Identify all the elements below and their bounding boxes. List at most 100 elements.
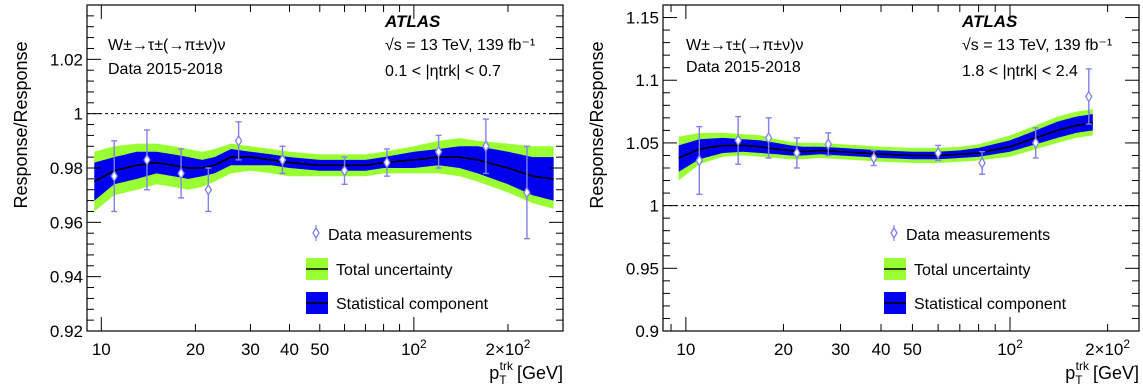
x-tick-label: 50 xyxy=(310,340,329,359)
x-axis-title-left: pTtrk [GeV] xyxy=(489,359,563,387)
diamond-marker xyxy=(978,156,986,170)
legend-data-marker-left xyxy=(312,225,320,241)
x-tick-label: 30 xyxy=(241,340,260,359)
legend-stat-text-left: Statistical component xyxy=(336,296,489,313)
x-tick-label: 10 xyxy=(676,340,695,359)
legend-left: Data measurements Total uncertainty Stat… xyxy=(306,225,489,314)
y-tick-label: 1.02 xyxy=(50,50,83,69)
data-point-right-6 xyxy=(934,144,942,162)
diamond-marker xyxy=(234,134,243,148)
diamond-marker xyxy=(764,131,773,145)
diamond-marker xyxy=(434,145,443,158)
y-tick-label: 0.95 xyxy=(626,259,659,278)
diamond-marker xyxy=(1031,136,1040,150)
legend-right: Data measurements Total uncertainty Stat… xyxy=(884,225,1067,314)
legend-total-text-left: Total uncertainty xyxy=(336,262,453,279)
y-tick-label: 1.05 xyxy=(626,134,659,153)
data-point-right-8 xyxy=(1031,127,1040,159)
y-tick-label: 1.15 xyxy=(626,9,659,28)
y-tick-label: 0.92 xyxy=(50,322,83,341)
atlas-label-right: ATLAS xyxy=(961,12,1018,31)
x-tick-label: 40 xyxy=(280,340,299,359)
x-tick-label: 40 xyxy=(872,340,891,359)
diamond-marker xyxy=(204,183,213,196)
diamond-marker xyxy=(734,134,742,147)
y-tick-label: 0.9 xyxy=(635,322,659,341)
y-tick-label: 1 xyxy=(74,105,83,124)
diamond-marker xyxy=(695,154,704,167)
diamond-marker xyxy=(1085,90,1093,103)
diamond-marker xyxy=(278,153,287,167)
diamond-marker xyxy=(482,140,490,153)
y-tick-label: 0.96 xyxy=(50,213,83,232)
x-tick-label: 102 xyxy=(997,337,1023,359)
diamond-marker xyxy=(523,186,531,199)
diamond-marker xyxy=(793,146,801,160)
x-tick-label: 20 xyxy=(774,340,793,359)
x-tick-label: 20 xyxy=(186,340,205,359)
data-point-right-5 xyxy=(870,149,878,167)
diamond-marker xyxy=(177,167,185,180)
x-tick-label: 10 xyxy=(92,340,111,359)
data-point-right-4 xyxy=(824,132,833,157)
energy-label-left: √s = 13 TeV, 139 fb⁻¹ xyxy=(385,37,535,54)
diamond-marker xyxy=(870,151,878,165)
data-point-right-2 xyxy=(764,117,773,159)
legend-data-text-left: Data measurements xyxy=(328,227,472,244)
data-point-left-4 xyxy=(234,121,243,161)
data-point-left-3 xyxy=(204,167,213,213)
process-label-left: W±→τ±(→π±ν)ν xyxy=(108,37,225,54)
y-tick-label: 0.98 xyxy=(50,159,83,178)
data-point-left-5 xyxy=(278,145,287,175)
legend-stat-swatch-left xyxy=(306,292,328,314)
legend-stat-swatch-right xyxy=(884,292,906,314)
diamond-marker xyxy=(824,137,833,151)
legend-total-swatch-left xyxy=(306,258,328,280)
legend-data-text-right: Data measurements xyxy=(906,227,1050,244)
y-tick-label: 0.94 xyxy=(50,268,83,287)
x-tick-label: 2×102 xyxy=(485,337,530,359)
data-point-left-0 xyxy=(110,140,118,213)
x-tick-label: 102 xyxy=(401,337,427,359)
x-axis-title-right: pTtrk [GeV] xyxy=(1065,359,1139,387)
fit-line-right xyxy=(678,122,1093,159)
data-point-left-2 xyxy=(177,148,185,199)
atlas-label-left: ATLAS xyxy=(384,12,441,31)
data-point-left-1 xyxy=(143,129,151,191)
y-tick-label: 1.1 xyxy=(635,71,659,90)
chart-right: ATLAS W±→τ±(→π±ν)ν Data 2015-2018 √s = 1… xyxy=(587,4,1140,387)
eta-label-right: 1.8 < |ηtrk| < 2.4 xyxy=(962,63,1078,80)
data-point-right-9 xyxy=(1085,68,1093,125)
x-tick-label: 2×102 xyxy=(1085,337,1130,359)
stat-uncertainty-band-right xyxy=(678,114,1093,172)
data-point-left-7 xyxy=(383,148,391,177)
energy-label-right: √s = 13 TeV, 139 fb⁻¹ xyxy=(962,37,1112,54)
diamond-marker xyxy=(143,153,151,167)
y-tick-label: 1 xyxy=(650,197,659,216)
diamond-marker xyxy=(110,169,118,183)
data-point-left-6 xyxy=(340,156,349,186)
data-point-left-10 xyxy=(523,145,531,240)
data-point-left-8 xyxy=(434,134,443,169)
plot-area-left xyxy=(87,113,563,240)
fit-line-left xyxy=(93,156,554,183)
diamond-marker xyxy=(340,164,349,177)
process-label-right: W±→τ±(→π±ν)ν xyxy=(686,37,803,54)
diamond-marker xyxy=(934,146,942,160)
data-point-right-1 xyxy=(734,115,742,165)
data-label-right: Data 2015-2018 xyxy=(686,59,801,76)
legend-stat-text-right: Statistical component xyxy=(914,296,1067,313)
x-tick-label: 50 xyxy=(903,340,922,359)
data-label-left: Data 2015-2018 xyxy=(108,61,223,78)
data-point-right-7 xyxy=(978,150,986,175)
legend-total-swatch-right xyxy=(884,258,906,280)
y-axis-title-left: Response/Response xyxy=(11,41,31,208)
data-point-right-0 xyxy=(695,125,704,196)
diamond-marker xyxy=(383,156,391,169)
legend-data-marker-right xyxy=(890,225,898,241)
chart-left: ATLAS W±→τ±(→π±ν)ν Data 2015-2018 √s = 1… xyxy=(11,4,564,387)
data-point-left-9 xyxy=(482,118,490,175)
plot-area-right xyxy=(663,68,1139,207)
x-tick-label: 30 xyxy=(831,340,850,359)
